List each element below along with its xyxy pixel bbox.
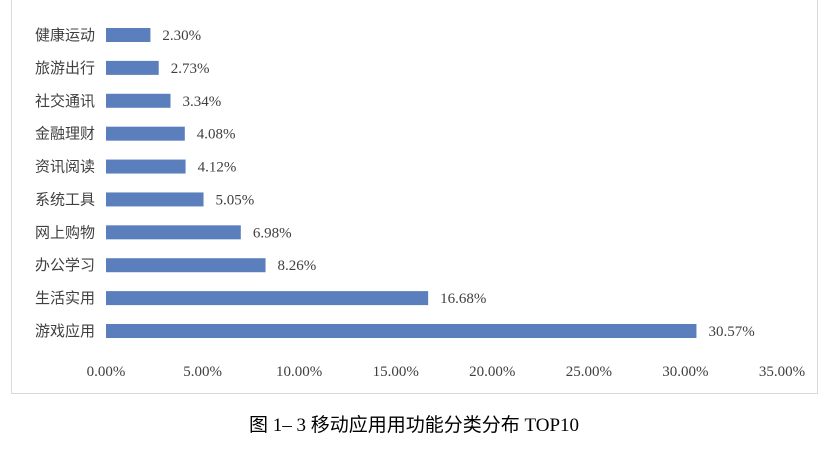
category-label: 办公学习 [35, 256, 95, 274]
value-label: 16.68% [440, 291, 486, 307]
category-label: 生活实用 [35, 289, 95, 307]
value-label: 8.26% [278, 258, 317, 274]
category-labels: 游戏应用 生活实用 办公学习 网上购物 系统工具 资讯阅读 金融理财 社交通讯 旅游出行 健康运动 [35, 26, 95, 340]
x-tick-labels: 0.00% 5.00% 10.00% 15.00% 20.00% 25.00% 30.00%… [87, 364, 806, 380]
x-tick-label: 20.00% [469, 364, 515, 380]
x-tick-label: 10.00% [276, 364, 322, 380]
bar-5 [106, 159, 186, 174]
x-tick-label: 30.00% [662, 364, 708, 380]
x-tick-label: 35.00% [759, 364, 805, 380]
bar-1 [106, 291, 429, 306]
bar-3 [106, 225, 241, 240]
figure-caption: 图 1– 3 移动应用用功能分类分布 TOP10 [248, 415, 580, 436]
bar-6 [106, 126, 185, 141]
category-label: 金融理财 [35, 125, 95, 143]
category-label: 资讯阅读 [35, 158, 95, 176]
bar-4 [106, 192, 204, 207]
category-label: 社交通讯 [35, 92, 95, 110]
x-tick-label: 15.00% [373, 364, 419, 380]
value-label: 6.98% [253, 225, 292, 241]
category-label: 系统工具 [35, 190, 95, 208]
bar-7 [106, 93, 171, 108]
x-tick-label: 0.00% [87, 364, 126, 380]
category-label: 旅游出行 [35, 59, 95, 77]
bar-chart: 游戏应用 生活实用 办公学习 网上购物 系统工具 资讯阅读 金融理财 社交通讯 旅游出行 健康运动… [35, 26, 806, 380]
bars-layer [106, 28, 697, 338]
category-label: 网上购物 [35, 223, 95, 241]
x-tick-label: 25.00% [566, 364, 612, 380]
category-label: 健康运动 [35, 26, 95, 44]
category-label: 游戏应用 [35, 322, 95, 340]
chart-frame [11, 0, 818, 394]
bar-0 [106, 324, 697, 338]
bar-9 [106, 28, 151, 42]
value-label: 4.08% [197, 127, 236, 143]
value-label: 2.30% [162, 28, 201, 44]
value-label: 5.05% [216, 192, 255, 208]
bar-8 [106, 60, 159, 75]
value-label: 4.12% [198, 160, 237, 176]
x-tick-label: 5.00% [183, 364, 222, 380]
value-label: 3.34% [183, 94, 222, 110]
value-label: 2.73% [171, 61, 210, 77]
value-label: 30.57% [708, 324, 754, 340]
value-labels: 30.57% 16.68% 8.26% 6.98% 5.05% 4.12% 4.08% 3.3… [162, 28, 754, 340]
bar-2 [106, 258, 266, 273]
